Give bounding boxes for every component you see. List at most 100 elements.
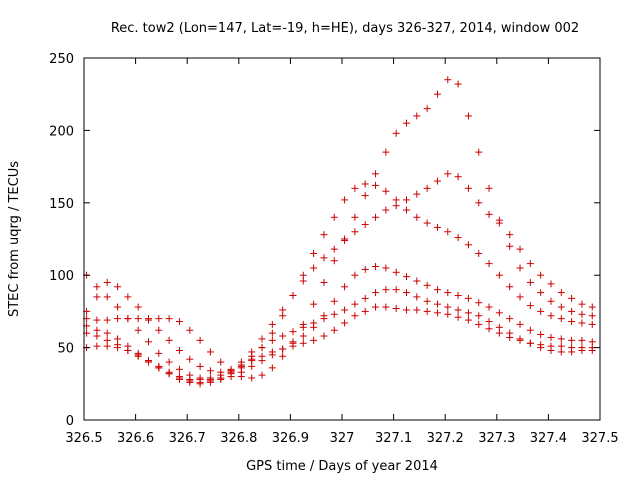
data-point-marker	[382, 303, 390, 311]
data-point-marker	[258, 357, 266, 365]
data-point-marker	[320, 278, 328, 286]
y-axis-label: STEC from uqrg / TECUs	[7, 161, 22, 317]
data-point-marker	[196, 378, 204, 386]
data-point-marker	[568, 307, 576, 315]
x-tick-label: 327.1	[375, 431, 412, 446]
data-point-marker	[217, 374, 225, 382]
data-point-marker	[557, 303, 565, 311]
data-point-marker	[114, 283, 122, 291]
data-point-marker	[578, 336, 586, 344]
data-point-marker	[526, 278, 534, 286]
data-point-marker	[93, 283, 101, 291]
data-point-marker	[93, 342, 101, 350]
data-point-marker	[423, 307, 431, 315]
data-point-marker	[248, 374, 256, 382]
data-point-marker	[361, 294, 369, 302]
data-point-marker	[392, 305, 400, 313]
data-point-marker	[186, 355, 194, 363]
y-tick-label: 150	[49, 197, 74, 212]
data-point-marker	[268, 351, 276, 359]
data-point-marker	[537, 289, 545, 297]
data-point-marker	[495, 271, 503, 279]
data-point-marker	[299, 332, 307, 340]
data-point-marker	[361, 265, 369, 273]
data-point-marker	[351, 213, 359, 221]
data-point-marker	[268, 320, 276, 328]
data-point-marker	[186, 377, 194, 385]
data-point-marker	[155, 364, 163, 372]
data-point-marker	[464, 294, 472, 302]
data-point-marker	[495, 309, 503, 317]
data-point-marker	[351, 300, 359, 308]
data-point-marker	[206, 377, 214, 385]
data-point-marker	[547, 312, 555, 320]
data-point-marker	[155, 326, 163, 334]
data-point-marker	[485, 325, 493, 333]
data-point-marker	[516, 320, 524, 328]
data-point-marker	[279, 352, 287, 360]
data-point-marker	[341, 236, 349, 244]
data-point-marker	[279, 332, 287, 340]
y-tick-label: 0	[66, 414, 74, 429]
data-point-marker	[454, 173, 462, 181]
axis-ticks: 326.5 326.6 326.7 326.8 326.9 327 327.1 327.2 32…	[49, 52, 618, 446]
data-point-marker	[495, 219, 503, 227]
data-point-marker	[186, 326, 194, 334]
data-point-marker	[506, 315, 514, 323]
data-point-marker	[454, 291, 462, 299]
data-point-marker	[588, 338, 596, 346]
data-point-marker	[196, 336, 204, 344]
data-point-marker	[237, 373, 245, 381]
data-point-marker	[444, 310, 452, 318]
data-point-marker	[516, 245, 524, 253]
data-point-marker	[155, 315, 163, 323]
data-point-marker	[578, 300, 586, 308]
data-point-marker	[403, 206, 410, 214]
y-tick-label: 250	[49, 52, 74, 67]
data-point-marker	[506, 242, 514, 250]
data-point-marker	[464, 316, 472, 324]
data-point-marker	[382, 148, 390, 156]
data-point-marker	[279, 306, 287, 314]
data-point-marker	[557, 289, 565, 297]
x-tick-label: 327.3	[478, 431, 515, 446]
data-point-marker	[175, 318, 183, 326]
data-point-marker	[403, 119, 410, 127]
data-point-marker	[268, 336, 276, 344]
data-point-marker	[485, 318, 493, 326]
data-point-marker	[134, 349, 142, 357]
data-point-marker	[299, 323, 307, 331]
data-point-marker	[423, 219, 431, 227]
data-point-marker	[423, 184, 431, 192]
data-point-marker	[310, 336, 318, 344]
data-point-marker	[103, 316, 111, 324]
data-point-marker	[537, 344, 545, 352]
data-point-marker	[475, 148, 483, 156]
data-point-marker	[382, 187, 390, 195]
data-point-marker	[124, 342, 132, 350]
data-point-marker	[217, 358, 225, 366]
data-point-marker	[196, 362, 204, 370]
data-point-marker	[382, 264, 390, 272]
data-point-marker	[485, 184, 493, 192]
data-point-marker	[464, 241, 472, 249]
data-point-marker	[433, 90, 441, 98]
data-point-marker	[506, 231, 514, 239]
data-point-marker	[433, 223, 441, 231]
data-point-marker	[258, 344, 266, 352]
data-point-marker	[206, 348, 214, 356]
data-point-marker	[516, 335, 524, 343]
data-point-marker	[423, 297, 431, 305]
data-point-marker	[454, 306, 462, 314]
data-point-marker	[557, 315, 565, 323]
data-point-marker	[114, 315, 122, 323]
data-point-marker	[578, 310, 586, 318]
data-point-marker	[134, 303, 142, 311]
data-point-marker	[268, 364, 276, 372]
data-point-marker	[372, 289, 380, 297]
data-point-marker	[588, 320, 596, 328]
data-point-marker	[310, 264, 318, 272]
data-point-marker	[444, 170, 452, 178]
data-point-marker	[145, 315, 152, 323]
